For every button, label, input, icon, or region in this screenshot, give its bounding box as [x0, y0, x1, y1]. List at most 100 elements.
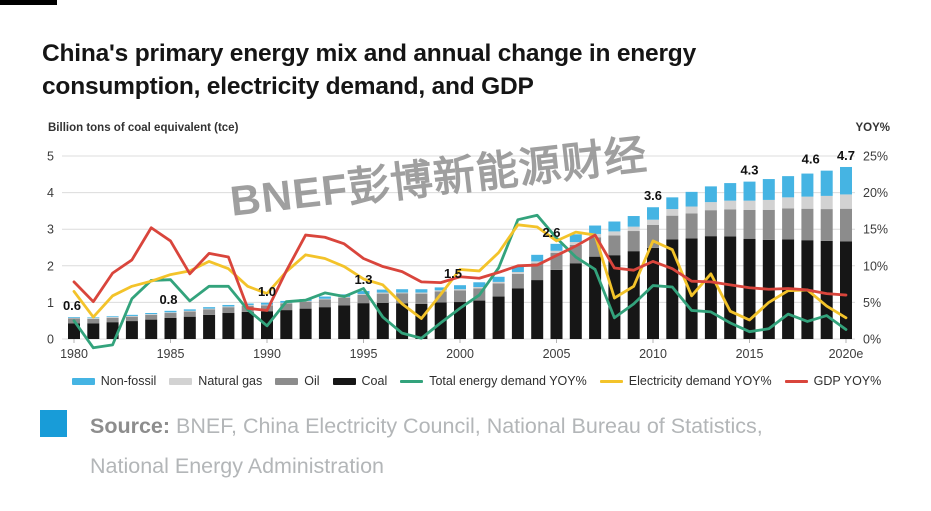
bar-segment-natural-gas [376, 292, 389, 294]
left-axis-tick-label: 2 [47, 259, 54, 273]
bar-segment-natural-gas [473, 287, 486, 289]
bar-segment-non-fossil [203, 307, 216, 309]
bar-segment-non-fossil [318, 296, 331, 299]
bar-segment-coal [434, 302, 447, 339]
bar-segment-natural-gas [704, 202, 717, 211]
right-axis-tick-label: 15% [863, 223, 888, 237]
bar-segment-non-fossil [511, 266, 524, 273]
x-axis-tick-label: 2005 [543, 347, 571, 361]
legend-label-electricity-demand-yoy-: Electricity demand YOY% [628, 374, 772, 388]
right-axis-tick-label: 10% [863, 259, 888, 273]
left-axis-tick-label: 0 [47, 333, 54, 347]
bar-segment-non-fossil [782, 176, 795, 198]
bar-segment-natural-gas [164, 312, 177, 314]
bar-segment-oil [280, 303, 293, 311]
bar-segment-non-fossil [840, 166, 852, 195]
left-axis-title: Billion tons of coal equivalent (tce) [48, 122, 239, 134]
bar-segment-coal [492, 296, 505, 339]
chart-title-line1: China's primary energy mix and annual ch… [42, 40, 697, 67]
bar-value-label: 4.7 [837, 148, 855, 163]
bar-segment-non-fossil [125, 314, 138, 316]
bar-segment-coal [338, 305, 351, 339]
source-accent-square [40, 410, 67, 437]
bar-segment-natural-gas [183, 310, 196, 312]
x-axis-tick-label: 2000 [446, 347, 474, 361]
bar-value-label: 1.5 [444, 266, 462, 281]
bar-segment-natural-gas [647, 219, 659, 225]
bar-segment-coal [241, 311, 254, 339]
legend-item-gdp-yoy-: GDP YOY% [784, 374, 881, 388]
bar-value-label: 1.3 [354, 272, 372, 287]
bar-segment-natural-gas [608, 231, 621, 236]
line-gdp-yoy- [72, 226, 848, 312]
legend-swatch-electricity-demand-yoy- [599, 379, 623, 383]
x-axis-tick-label: 2020e [829, 347, 864, 361]
bar-segment-oil [87, 318, 100, 324]
bar-segment-non-fossil [357, 291, 370, 294]
legend-item-coal: Coal [332, 374, 387, 388]
legend-swatch-coal [332, 377, 356, 385]
bar-segment-coal [840, 241, 852, 339]
bar-segment-oil [492, 283, 505, 297]
bar-segment-oil [511, 273, 524, 289]
bar-segment-oil [299, 301, 312, 309]
x-axis-tick-label: 2015 [736, 347, 764, 361]
bar-segment-oil [782, 208, 795, 240]
bar-segment-non-fossil [68, 317, 80, 318]
bar-segment-natural-gas [415, 292, 428, 294]
source-label: Source: [90, 414, 171, 438]
x-axis-tick-label: 2010 [639, 347, 667, 361]
bar-segment-oil [724, 209, 737, 237]
bar-segment-non-fossil [454, 285, 466, 290]
bar-segment-natural-gas [666, 209, 679, 216]
line-electricity-demand-yoy- [72, 223, 848, 322]
bar-segment-oil [164, 313, 177, 318]
line-total-energy-demand-yoy- [72, 213, 848, 350]
bar-segment-coal [222, 313, 235, 339]
bar-segment-natural-gas [782, 197, 795, 209]
bar-segment-oil [454, 290, 466, 303]
bar-value-label: 2.6 [542, 225, 560, 240]
legend-item-natural-gas: Natural gas [169, 374, 262, 388]
bar-segment-oil [762, 209, 775, 240]
bar-value-label: 0.6 [63, 298, 81, 313]
bar-segment-natural-gas [627, 226, 640, 232]
bar-segment-oil [222, 307, 235, 314]
bar-segment-natural-gas [492, 281, 505, 284]
legend-swatch-total-energy-demand-yoy- [400, 379, 424, 383]
legend-label-non-fossil: Non-fossil [100, 374, 157, 388]
bar-value-label: 0.8 [159, 292, 177, 307]
bar-segment-coal [145, 319, 158, 339]
bar-segment-natural-gas [145, 314, 158, 315]
bar-segment-oil [801, 208, 814, 241]
bar-segment-coal [550, 269, 563, 339]
left-axis-tick-label: 1 [47, 296, 54, 310]
bar-segment-oil [338, 297, 351, 306]
bar-segment-oil [704, 210, 717, 237]
bar-segment-coal [473, 300, 486, 339]
right-axis-tick-label: 20% [863, 186, 888, 200]
bar-segment-non-fossil [241, 303, 254, 305]
bar-segment-non-fossil [164, 310, 177, 313]
bar-segment-non-fossil [145, 313, 158, 315]
bar-value-label: 4.3 [740, 163, 758, 178]
legend-swatch-oil [275, 377, 299, 385]
bar-segment-natural-gas [511, 272, 524, 274]
bar-segment-non-fossil [434, 287, 447, 291]
bar-segment-non-fossil [415, 289, 428, 293]
bar-segment-non-fossil [106, 316, 119, 318]
legend-item-total-energy-demand-yoy-: Total energy demand YOY% [400, 374, 587, 388]
bar-segment-oil [318, 299, 331, 308]
bar-segment-natural-gas [106, 317, 119, 318]
bar-segment-non-fossil [222, 304, 235, 307]
bar-segment-non-fossil [261, 302, 273, 305]
right-axis-tick-label: 5% [863, 296, 881, 310]
bar-segment-oil [608, 235, 621, 256]
bar-segment-oil [125, 316, 138, 322]
bar-segment-coal [164, 317, 177, 339]
bar-value-label: 1.0 [258, 284, 276, 299]
bar-segment-coal [531, 280, 544, 339]
bar-segment-oil [203, 309, 216, 315]
bar-segment-coal [627, 251, 640, 339]
bar-segment-oil [376, 293, 389, 303]
